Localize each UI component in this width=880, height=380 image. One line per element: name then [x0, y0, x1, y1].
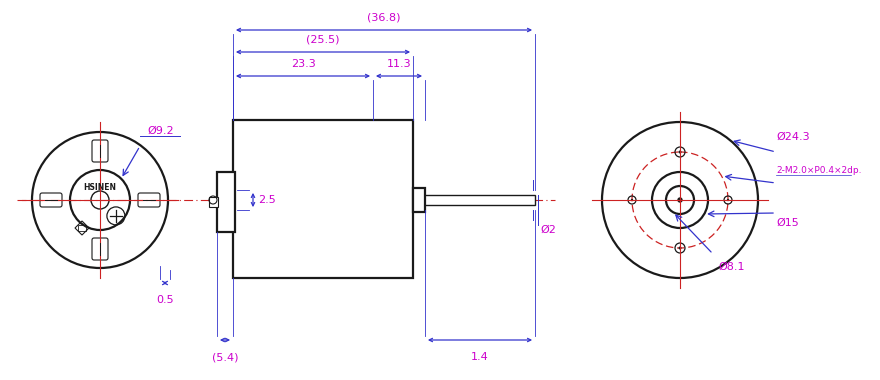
Text: 2.5: 2.5 — [258, 195, 275, 205]
Circle shape — [602, 122, 758, 278]
Circle shape — [678, 150, 681, 154]
Bar — [413, 195, 535, 205]
Text: 23.3: 23.3 — [290, 59, 315, 69]
Text: 1.4: 1.4 — [471, 352, 489, 362]
Circle shape — [678, 247, 681, 250]
Text: Ø15: Ø15 — [776, 218, 799, 228]
Bar — [78, 225, 86, 231]
Circle shape — [727, 199, 730, 201]
Text: Ø24.3: Ø24.3 — [776, 132, 810, 142]
Circle shape — [678, 198, 682, 202]
Text: 2-M2.0×P0.4×2dp.: 2-M2.0×P0.4×2dp. — [776, 166, 862, 175]
Bar — [233, 120, 413, 278]
Text: Ø2: Ø2 — [540, 225, 556, 235]
Text: (5.4): (5.4) — [212, 352, 238, 362]
Circle shape — [631, 199, 634, 201]
Bar — [413, 188, 425, 212]
Text: 11.3: 11.3 — [386, 59, 411, 69]
Text: 0.5: 0.5 — [156, 295, 174, 305]
Text: Ø8.1: Ø8.1 — [718, 262, 744, 272]
Text: (25.5): (25.5) — [306, 35, 340, 45]
Text: Ø9.2: Ø9.2 — [147, 126, 173, 136]
Text: (36.8): (36.8) — [367, 13, 400, 23]
Text: HSINEN: HSINEN — [84, 184, 116, 193]
Bar — [209, 197, 218, 207]
Bar — [217, 172, 235, 232]
